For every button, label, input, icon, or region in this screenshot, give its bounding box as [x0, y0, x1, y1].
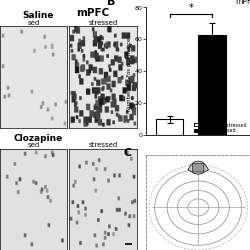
Title: stressed: stressed: [88, 142, 118, 148]
Text: *: *: [188, 3, 193, 13]
Y-axis label: Number of c-Fos positive cells: Number of c-Fos positive cells: [127, 32, 132, 111]
Text: mPF: mPF: [236, 0, 250, 6]
Text: Clozapine: Clozapine: [14, 134, 63, 143]
Bar: [156, 120, 184, 136]
FancyBboxPatch shape: [192, 164, 204, 172]
Polygon shape: [188, 161, 208, 174]
Text: C: C: [124, 148, 132, 158]
Text: Saline: Saline: [22, 11, 54, 20]
Legend: saline/non-stressed, saline/stressed: saline/non-stressed, saline/stressed: [194, 122, 248, 133]
Title: stressed: stressed: [88, 20, 118, 26]
Text: B: B: [107, 0, 116, 7]
Title: sed: sed: [28, 20, 40, 26]
Title: sed: sed: [28, 142, 40, 148]
Text: mPFC: mPFC: [76, 8, 109, 18]
Bar: [198, 35, 226, 136]
